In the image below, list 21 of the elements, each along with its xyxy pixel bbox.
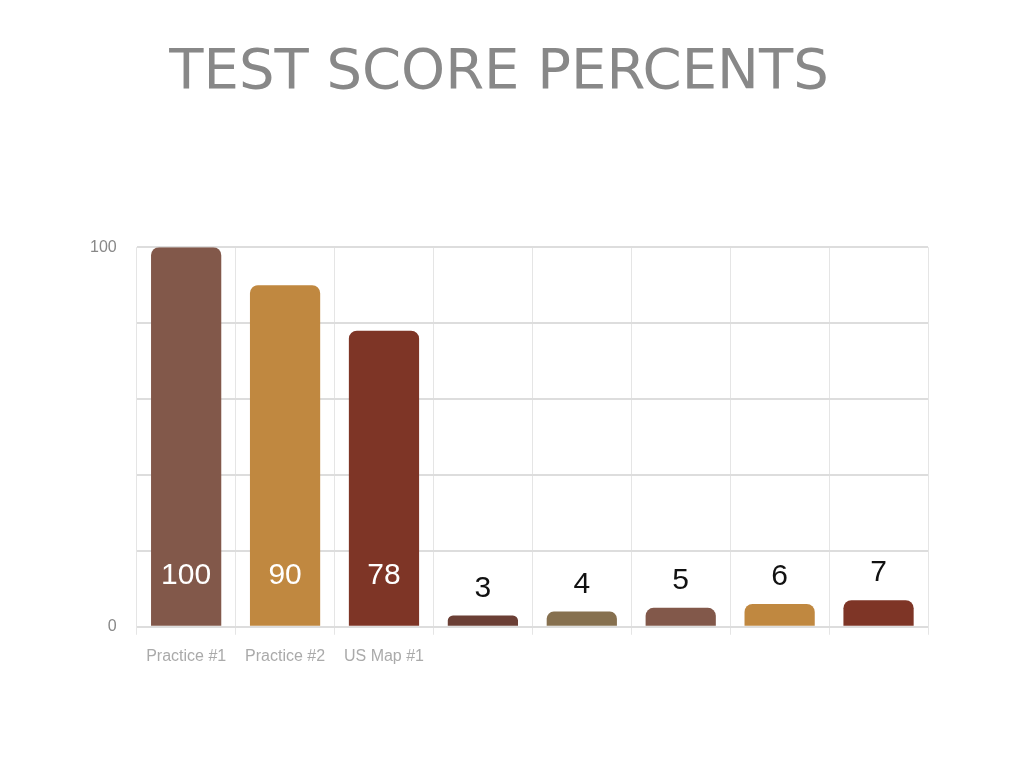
bar [249,285,321,626]
bar [843,600,914,626]
bar [645,607,716,626]
x-tick-label: US Map #1 [343,646,425,664]
data-label: 4 [573,565,591,599]
data-label: 78 [367,557,401,591]
bar [348,330,420,626]
data-label: 7 [870,554,887,588]
data-label: 100 [161,557,212,591]
bar [151,247,222,626]
y-tick-label: 0 [107,617,117,635]
data-label: 3 [474,569,492,603]
bar [744,604,815,626]
x-tick-label: Practice #1 [146,646,227,664]
bar [546,611,617,626]
bar [447,615,519,626]
chart-title: TEST SCORE PERCENTS [168,36,829,102]
data-label: 90 [268,557,302,591]
data-label: 5 [672,562,690,596]
data-label: 6 [771,558,788,592]
x-tick-label: Practice #2 [245,646,326,664]
